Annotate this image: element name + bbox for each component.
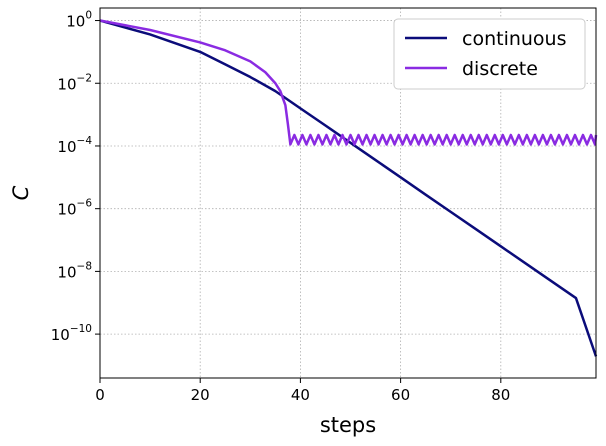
x-tick-label: 80	[491, 386, 510, 404]
legend-box	[393, 18, 586, 90]
x-tick-label: 40	[291, 386, 310, 404]
plot-frame	[99, 7, 597, 379]
y-tick-label: 10−10	[51, 323, 92, 344]
y-tick-label: 10−2	[57, 72, 92, 93]
y-tick-label: 10−4	[57, 135, 92, 156]
legend-label-continuous: continuous	[462, 28, 567, 50]
x-axis-label: steps	[320, 413, 376, 437]
y-axis-label: C	[9, 185, 33, 200]
legend-label-discrete: discrete	[462, 58, 538, 80]
x-tick-label: 0	[95, 386, 105, 404]
legend: continuous discrete	[393, 18, 586, 90]
y-tick-label: 100	[66, 10, 92, 31]
ticks: 0 20 40 60 80 100 10−2 10−4 10−6 10−8 10−10	[51, 10, 511, 404]
series-line-discrete	[99, 19, 598, 146]
x-tick-label: 20	[191, 386, 210, 404]
x-tick-label: 60	[391, 386, 410, 404]
y-tick-label: 10−6	[57, 198, 92, 219]
series-line-continuous	[99, 19, 598, 357]
series-group	[99, 19, 598, 357]
y-tick-label: 10−8	[57, 260, 92, 281]
